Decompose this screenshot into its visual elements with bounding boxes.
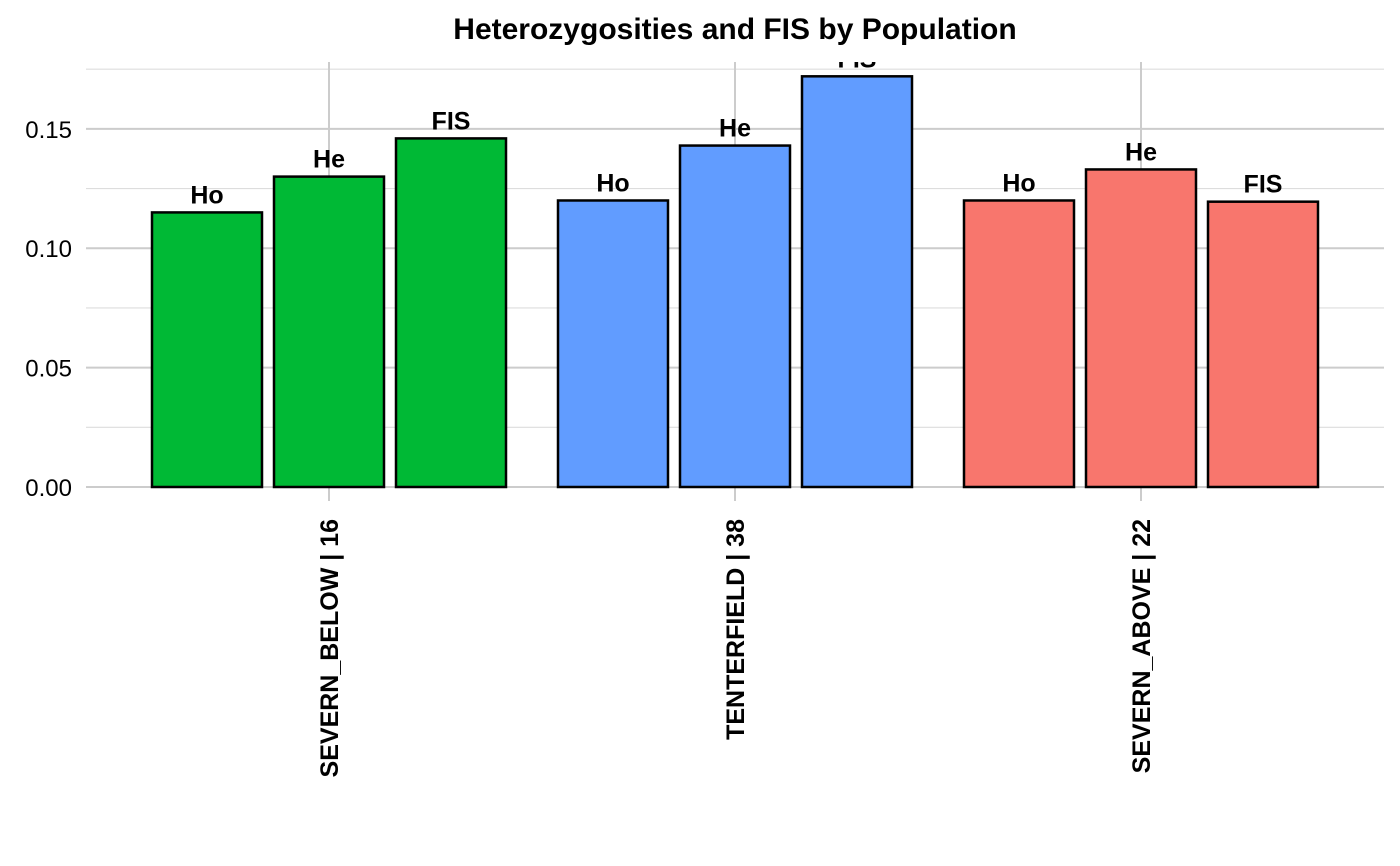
- x-category-label: SEVERN_ABOVE | 22: [1128, 519, 1156, 773]
- bars: [150, 75, 1320, 489]
- x-category-label: TENTERFIELD | 38: [722, 519, 750, 740]
- bar-he: [272, 175, 386, 489]
- y-tick-label: 0.00: [25, 475, 72, 502]
- bar-fis: [800, 75, 914, 489]
- bar-value-label: Ho: [1002, 169, 1035, 197]
- y-tick-label: 0.05: [25, 356, 72, 383]
- x-axis-category-labels: SEVERN_BELOW | 16 TENTERFIELD | 38 SEVERN_…: [316, 519, 1156, 778]
- bar-ho: [150, 211, 264, 489]
- bar-value-label: Ho: [596, 169, 629, 197]
- chart-title: Heterozygosities and FIS by Population: [453, 13, 1016, 46]
- bar-fis: [1206, 200, 1320, 489]
- y-axis-tick-labels: 0.00 0.05 0.10 0.15: [25, 117, 72, 502]
- bar-labels: Ho He FIS Ho He FIS Ho He FIS: [190, 45, 1283, 209]
- bar-ho: [556, 199, 670, 489]
- bar-value-label: He: [719, 115, 751, 143]
- bar-value-label: FIS: [1244, 171, 1283, 199]
- bar-he: [678, 144, 792, 489]
- bar-he: [1084, 168, 1198, 489]
- bar-value-label: He: [313, 146, 345, 174]
- bar-value-label: FIS: [432, 107, 471, 135]
- bar-fis: [394, 137, 508, 489]
- bar-ho: [962, 199, 1076, 489]
- y-tick-label: 0.15: [25, 117, 72, 144]
- bar-value-label: Ho: [190, 181, 223, 209]
- y-tick-label: 0.10: [25, 236, 72, 263]
- bar-value-label: FIS: [838, 45, 877, 73]
- bar-value-label: He: [1125, 138, 1157, 166]
- x-category-label: SEVERN_BELOW | 16: [316, 519, 344, 777]
